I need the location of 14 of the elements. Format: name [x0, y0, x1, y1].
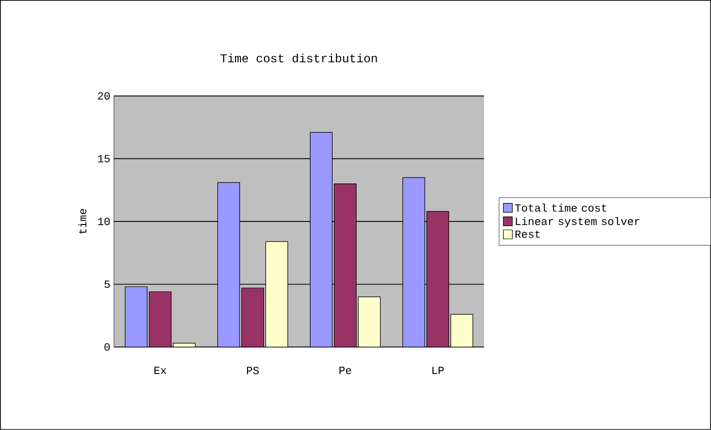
x-tick-label: LP [432, 366, 444, 374]
y-axis-title: time [78, 209, 86, 234]
y-tick-label: 15 [98, 155, 110, 162]
y-tick-label: 20 [98, 92, 110, 100]
legend-label: Total time cost [515, 204, 606, 212]
x-tick-label: Ex [154, 366, 166, 374]
x-tick-label: PS [247, 366, 259, 374]
x-tick-label: Pe [340, 366, 352, 374]
y-tick-label: 10 [98, 218, 110, 226]
y-tick-label: 5 [104, 280, 110, 288]
legend-label: Rest [516, 230, 540, 238]
chart-title: Time cost distribution [220, 54, 377, 62]
y-tick-label: 0 [104, 343, 110, 351]
legend-label: Linear system solver [516, 217, 640, 228]
